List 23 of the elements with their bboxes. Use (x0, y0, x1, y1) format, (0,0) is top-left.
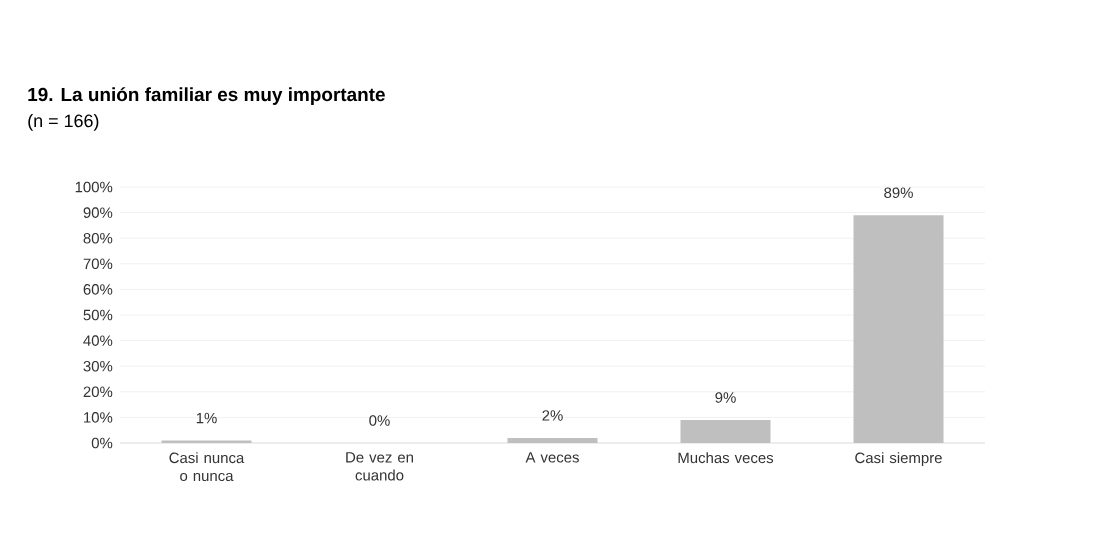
y-tick-label: 10% (84, 412, 113, 423)
x-tick-label: Casi siempre (855, 452, 942, 467)
x-tick-label: A veces (525, 452, 579, 463)
data-label: 0% (369, 415, 390, 426)
data-label: 9% (715, 392, 736, 403)
y-tick-label: 90% (83, 207, 113, 218)
data-label: 1% (196, 412, 217, 424)
chart-title: 19. La unión familiar es muy importante (28, 87, 385, 105)
y-tick-label: 0% (91, 437, 113, 449)
y-tick-label: 100% (75, 181, 113, 193)
y-tick-label: 50% (83, 309, 113, 321)
y-tick-label: 20% (83, 386, 113, 398)
x-tick-label: De vez en cuando (346, 452, 413, 481)
chart-subtitle: (n = 166) (28, 114, 99, 131)
y-tick-label: 30% (83, 360, 113, 372)
x-tick-label: Muchas veces (678, 452, 774, 464)
y-tick-label: 70% (83, 258, 113, 270)
y-tick-label: 40% (83, 335, 113, 346)
x-tick-label: Casi nunca o nunca (169, 452, 245, 482)
data-label: 89% (884, 187, 913, 198)
y-tick-label: 80% (83, 232, 113, 244)
data-label: 2% (542, 410, 563, 421)
y-tick-label: 60% (83, 284, 113, 295)
